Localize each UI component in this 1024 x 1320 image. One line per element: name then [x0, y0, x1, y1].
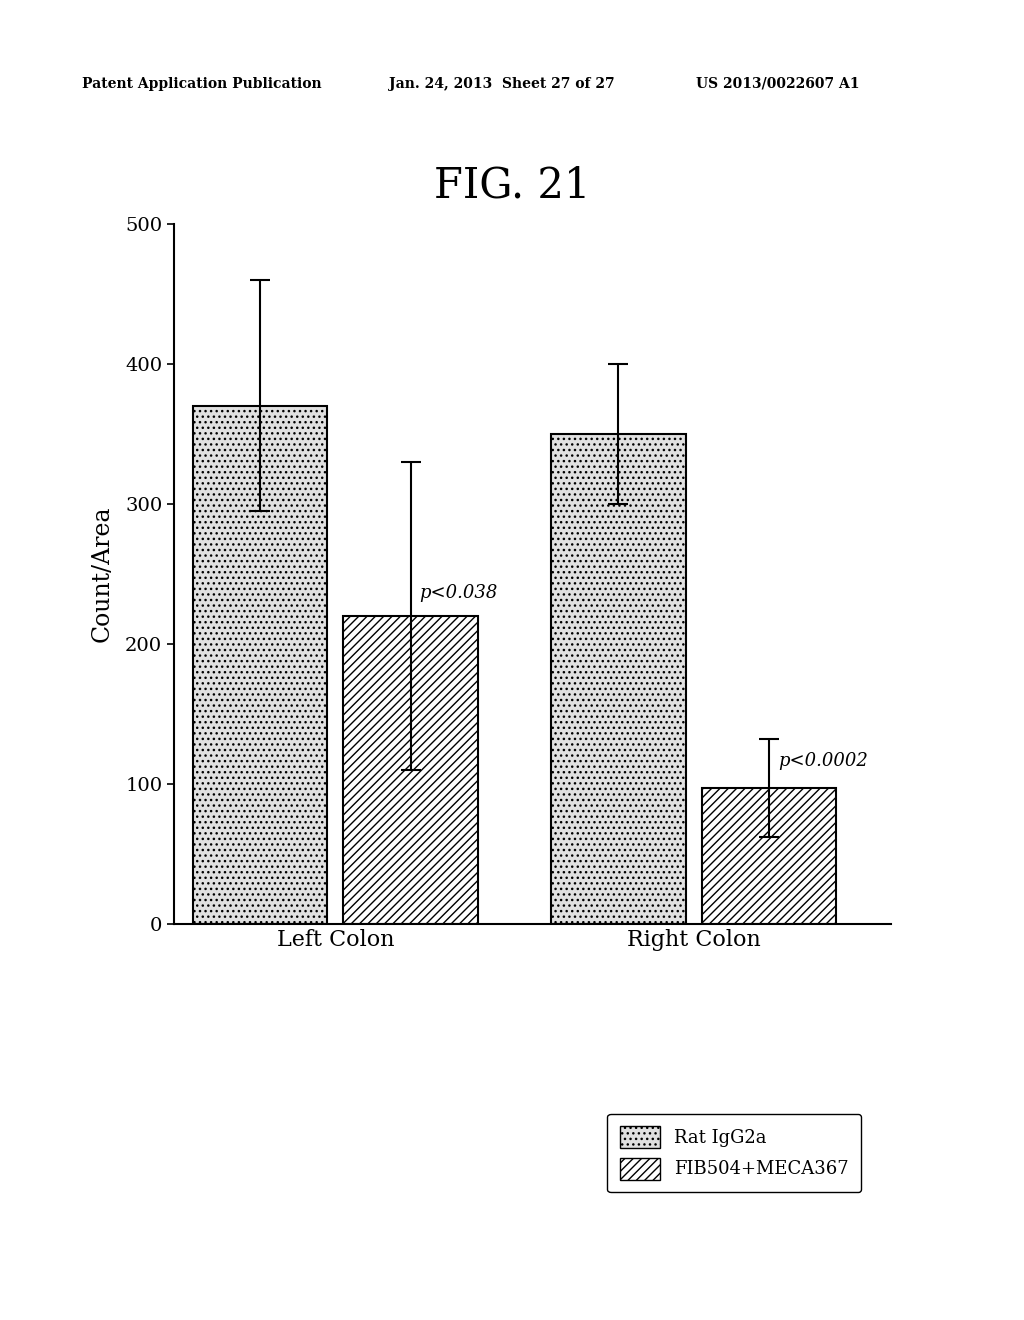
Bar	[343, 616, 478, 924]
Bar	[551, 434, 686, 924]
Legend: Rat IgG2a, FIB504+MECA367: Rat IgG2a, FIB504+MECA367	[607, 1114, 861, 1192]
Y-axis label: Count/Area: Count/Area	[91, 506, 114, 643]
Bar	[701, 788, 837, 924]
Text: p<0.038: p<0.038	[420, 585, 498, 602]
Text: US 2013/0022607 A1: US 2013/0022607 A1	[696, 77, 860, 91]
Text: Jan. 24, 2013  Sheet 27 of 27: Jan. 24, 2013 Sheet 27 of 27	[389, 77, 614, 91]
Text: p<0.0002: p<0.0002	[778, 752, 868, 770]
Bar	[193, 407, 328, 924]
Text: FIG. 21: FIG. 21	[434, 165, 590, 207]
Text: Patent Application Publication: Patent Application Publication	[82, 77, 322, 91]
